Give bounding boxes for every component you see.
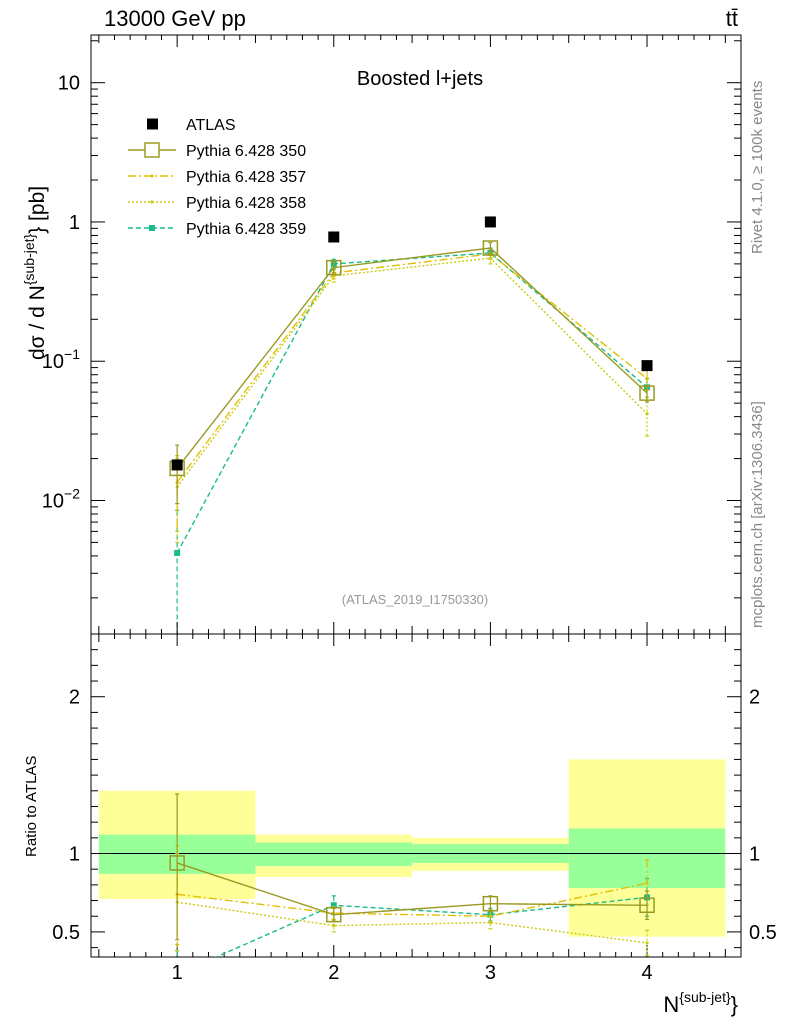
ratio-frame xyxy=(90,633,742,958)
legend-item-p357: Pythia 6.428 357 xyxy=(128,169,306,186)
legend-marker-p358 xyxy=(150,200,154,204)
y-tick-label: 10−1 xyxy=(42,346,80,373)
legend-item-atlas: ATLAS xyxy=(147,117,236,134)
line-p358 xyxy=(176,257,648,488)
x-tick-label: 3 xyxy=(485,962,496,984)
marker-p357 xyxy=(645,881,649,885)
line-p350 xyxy=(176,862,648,916)
legend-marker-p357 xyxy=(150,174,154,178)
line-p358 xyxy=(176,901,648,944)
series-p350 xyxy=(169,240,655,505)
main-panel: 10 1 10−1 10−2 dσ / d N{sub-jet}} [pb] xyxy=(21,34,742,635)
line-p359 xyxy=(176,252,648,554)
analysis-id: (ATLAS_2019_I1750330) xyxy=(342,592,488,607)
legend-label-p358: Pythia 6.428 358 xyxy=(186,195,306,212)
marker-atlas xyxy=(328,231,340,243)
main-y-axis: 10 1 10−1 10−2 dσ / d N{sub-jet}} [pb] xyxy=(21,40,741,599)
ratio-y-axis: 0.5 0.5 1 1 2 2 Ratio to ATLAS xyxy=(23,649,777,949)
line-p359 xyxy=(214,896,648,957)
x-axis-label: N{sub-jet}} xyxy=(663,989,738,1017)
ratio-panel: 1 2 3 4 N{sub-jet}} 0.5 0.5 1 1 2 2 Ratio to ATLAS xyxy=(23,35,777,1017)
marker-atlas xyxy=(641,360,653,372)
rivet-label: Rivet 4.1.0, ≥ 100k events xyxy=(749,81,766,254)
ratio-y-tick-label-right: 2 xyxy=(749,687,760,709)
series-atlas xyxy=(171,216,653,471)
line-p357 xyxy=(177,882,648,917)
legend-item-p350: Pythia 6.428 350 xyxy=(128,142,306,160)
ratio-y-tick-label-left: 2 xyxy=(69,687,80,709)
mcplots-label: mcplots.cern.ch [arXiv:1306.3436] xyxy=(749,401,766,628)
marker-p350 xyxy=(639,385,655,401)
x-axis: 1 2 3 4 N{sub-jet}} xyxy=(98,35,738,1017)
series-p357 xyxy=(175,248,650,532)
marker-p358 xyxy=(645,412,649,416)
legend-marker-p350 xyxy=(144,142,160,158)
x-tick-label: 4 xyxy=(641,962,652,984)
marker-atlas xyxy=(484,216,496,228)
marker-p359 xyxy=(174,549,181,556)
line-p357 xyxy=(176,253,648,483)
legend-label-p350: Pythia 6.428 350 xyxy=(186,143,306,160)
legend-label-atlas: ATLAS xyxy=(186,117,236,134)
plot-title: Boosted l+jets xyxy=(357,68,483,90)
ratio-y-tick-label-left: 0.5 xyxy=(52,922,80,944)
marker-p350 xyxy=(482,240,499,256)
ratio-y-axis-label: Ratio to ATLAS xyxy=(23,756,40,857)
marker-p358 xyxy=(332,924,336,928)
marker-p359 xyxy=(330,902,337,909)
legend-marker-atlas xyxy=(147,118,158,130)
y-tick-label: 10−2 xyxy=(42,485,80,512)
marker-p350 xyxy=(326,259,342,276)
marker-p358 xyxy=(645,941,649,945)
band-inner-2 xyxy=(255,842,413,867)
marker-p350 xyxy=(639,897,655,914)
legend-label-p359: Pythia 6.428 359 xyxy=(186,221,306,238)
x-tick-label: 2 xyxy=(328,962,339,984)
ratio-y-tick-label-right: 0.5 xyxy=(749,922,777,944)
legend-label-p357: Pythia 6.428 357 xyxy=(186,169,306,186)
marker-p350 xyxy=(169,855,185,871)
series-p350 xyxy=(169,793,655,941)
main-y-axis-label: dσ / d N{sub-jet}} [pb] xyxy=(21,186,49,360)
y-tick-label: 10 xyxy=(58,73,80,95)
marker-p350 xyxy=(482,895,499,912)
header-right-title: tt̄ xyxy=(726,6,738,31)
ratio-y-tick-label-right: 1 xyxy=(749,844,760,866)
legend-marker-p359 xyxy=(149,225,155,231)
marker-atlas xyxy=(171,459,183,471)
x-tick-label: 1 xyxy=(172,962,183,984)
y-tick-label: 1 xyxy=(69,212,80,234)
series-p358 xyxy=(175,252,650,544)
legend-item-p358: Pythia 6.428 358 xyxy=(128,195,306,212)
series-p359 xyxy=(174,247,651,634)
line-p350 xyxy=(176,247,648,469)
ratio-y-tick-label-left: 1 xyxy=(69,844,80,866)
marker-p350 xyxy=(326,906,342,923)
marker-p357 xyxy=(488,914,492,918)
header-left-title: 13000 GeV pp xyxy=(104,6,246,31)
legend-item-p359: Pythia 6.428 359 xyxy=(128,221,306,238)
legend: ATLAS Pythia 6.428 350 Pythia 6.428 357 Pyt… xyxy=(128,117,306,238)
marker-p357 xyxy=(645,377,649,381)
